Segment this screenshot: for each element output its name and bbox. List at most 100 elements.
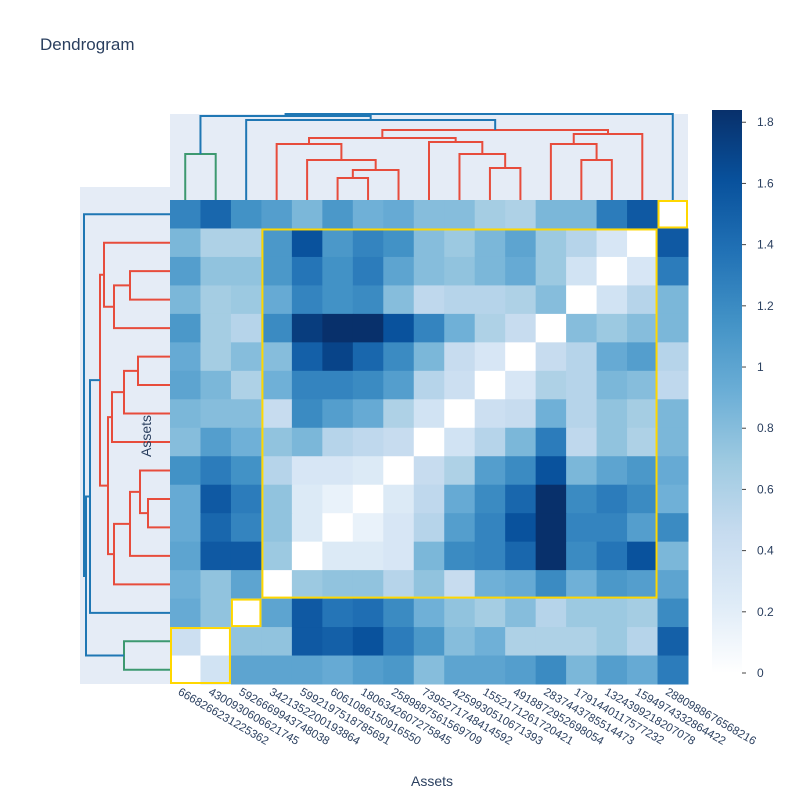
- heatmap-cell: [474, 655, 506, 685]
- heatmap-cell: [170, 541, 201, 571]
- heatmap-cell: [535, 427, 567, 457]
- heatmap-cell: [596, 313, 628, 343]
- heatmap-cell: [261, 513, 293, 543]
- cluster-boxes: [170, 200, 689, 685]
- heatmap-cell: [291, 399, 323, 429]
- heatmap-cell: [230, 655, 262, 685]
- colorbar-tick-label: 1.2: [757, 299, 774, 313]
- heatmap-cell: [383, 256, 415, 286]
- heatmap-cell: [413, 541, 445, 571]
- heatmap-cell: [444, 285, 476, 315]
- heatmap-cell: [200, 342, 232, 372]
- heatmap-cell: [444, 456, 476, 486]
- heatmap-cell: [444, 484, 476, 514]
- heatmap-cell: [657, 456, 689, 486]
- heatmap-cell: [291, 627, 323, 657]
- heatmap-cell: [535, 342, 567, 372]
- heatmap-cell: [657, 285, 689, 315]
- heatmap-cell: [322, 456, 354, 486]
- heatmap-cell: [261, 456, 293, 486]
- heatmap-cell: [413, 313, 445, 343]
- heatmap-cell: [352, 570, 384, 600]
- heatmap-cell: [566, 285, 598, 315]
- heatmap-cell: [230, 541, 262, 571]
- heatmap-cell: [444, 627, 476, 657]
- heatmap-cell: [291, 256, 323, 286]
- heatmap-cell: [322, 399, 354, 429]
- heatmap-cell: [291, 598, 323, 628]
- colorbar-tick-label: 1: [757, 360, 764, 374]
- heatmap-cell: [444, 655, 476, 685]
- heatmap-cell: [566, 399, 598, 429]
- heatmap-cell: [566, 655, 598, 685]
- heatmap-cell: [505, 484, 537, 514]
- heatmap-cell: [322, 342, 354, 372]
- heatmap-cell: [322, 427, 354, 457]
- heatmap-cell: [322, 598, 354, 628]
- heatmap-cell: [505, 541, 537, 571]
- heatmap-cell: [322, 200, 354, 229]
- heatmap-cell: [505, 200, 537, 229]
- cluster-box: [230, 598, 262, 628]
- heatmap-cell: [383, 427, 415, 457]
- heatmap-cell: [261, 655, 293, 685]
- heatmap-cell: [657, 627, 689, 657]
- heatmap-cell: [230, 456, 262, 486]
- colorbar-tick-label: 0.6: [757, 482, 774, 496]
- side-dendrogram-link: [83, 213, 170, 578]
- heatmap-cell: [261, 313, 293, 343]
- heatmap-cell: [413, 570, 445, 600]
- heatmap-cell: [505, 370, 537, 400]
- heatmap-cell: [170, 285, 201, 315]
- heatmap-cell: [383, 570, 415, 600]
- heatmap-cell: [444, 513, 476, 543]
- heatmap-cell: [657, 427, 689, 457]
- heatmap-cell: [383, 285, 415, 315]
- heatmap-cell: [505, 456, 537, 486]
- heatmap-cell: [535, 484, 567, 514]
- heatmap-cell: [261, 228, 293, 258]
- heatmap-cell: [657, 570, 689, 600]
- heatmap-cell: [596, 655, 628, 685]
- heatmap-cell: [352, 513, 384, 543]
- heatmap-cell: [627, 313, 659, 343]
- heatmap-cell: [413, 285, 445, 315]
- heatmap-cell: [230, 598, 262, 628]
- heatmap-cell: [657, 598, 689, 628]
- heatmap-cell: [170, 256, 201, 286]
- heatmap-cell: [596, 513, 628, 543]
- heatmap-cell: [444, 370, 476, 400]
- heatmap-cell: [291, 655, 323, 685]
- heatmap-cell: [474, 342, 506, 372]
- heatmap-cell: [627, 256, 659, 286]
- heatmap-cell: [261, 427, 293, 457]
- heatmap-cell: [474, 598, 506, 628]
- heatmap-cell: [291, 228, 323, 258]
- heatmap-cell: [474, 200, 506, 229]
- heatmap-cell: [170, 484, 201, 514]
- heatmap-cell: [230, 484, 262, 514]
- heatmap-cell: [535, 456, 567, 486]
- heatmap-cell: [322, 655, 354, 685]
- heatmap-cell: [566, 627, 598, 657]
- heatmap-cell: [170, 342, 201, 372]
- heatmap-cell: [261, 285, 293, 315]
- heatmap-cell: [474, 456, 506, 486]
- heatmap-cell: [352, 456, 384, 486]
- heatmap-cell: [444, 427, 476, 457]
- heatmap-cell: [230, 627, 262, 657]
- heatmap-cell: [352, 598, 384, 628]
- heatmap-cell: [474, 513, 506, 543]
- heatmap-cell: [352, 285, 384, 315]
- heatmap-cell: [200, 285, 232, 315]
- heatmap-cell: [413, 456, 445, 486]
- heatmap-cell: [200, 541, 232, 571]
- heatmap-cell: [200, 456, 232, 486]
- heatmap-cell: [566, 456, 598, 486]
- heatmap-cell: [413, 200, 445, 229]
- heatmap-cell: [535, 627, 567, 657]
- heatmap-cell: [657, 342, 689, 372]
- heatmap-cell: [230, 513, 262, 543]
- heatmap-cell: [413, 655, 445, 685]
- heatmap-cell: [535, 655, 567, 685]
